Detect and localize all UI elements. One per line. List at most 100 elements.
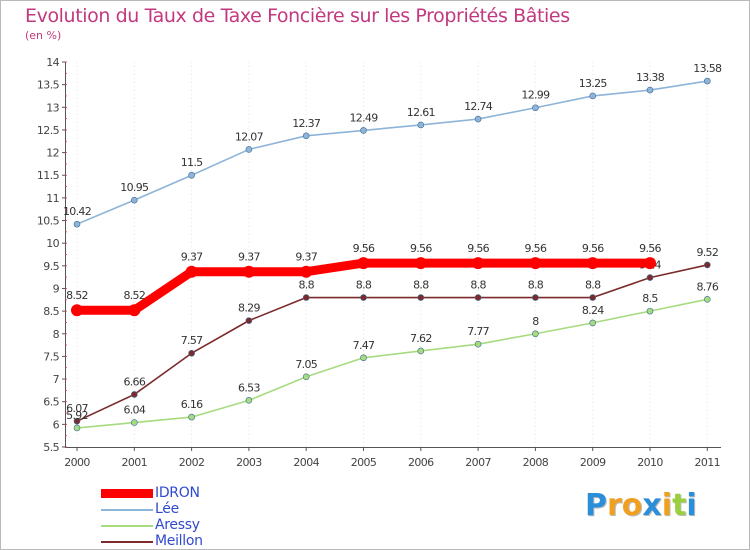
legend-label: IDRON [155, 485, 200, 501]
x-tick-label: 2002 [179, 456, 205, 469]
logo-letter: i [661, 488, 673, 523]
data-label-l-e: 12.61 [407, 106, 435, 119]
y-tick-label: 13 [46, 101, 59, 114]
series-point-aressy [474, 340, 482, 348]
series-point-aressy [589, 319, 597, 327]
legend-swatch [101, 541, 153, 543]
series-point-meillon [73, 417, 81, 425]
series-line-meillon [76, 264, 709, 422]
series-point-aressy [417, 347, 425, 355]
data-label-l-e: 13.38 [636, 71, 665, 84]
data-label-meillon: 9.52 [696, 246, 718, 259]
series-point-aressy [188, 413, 195, 421]
series-point-meillon [703, 261, 711, 269]
data-label-aressy: 5.92 [66, 409, 88, 422]
data-label-idron: 9.56 [525, 242, 547, 255]
data-label-aressy: 6.04 [123, 404, 145, 417]
series-line-aressy [76, 298, 709, 429]
data-label-idron: 9.56 [639, 242, 661, 255]
logo-letter: i [686, 488, 697, 523]
y-tick-label: 8.5 [43, 305, 59, 318]
data-label-idron: 9.37 [295, 251, 317, 264]
data-label-meillon: 8.8 [470, 279, 486, 292]
data-label-idron: 9.37 [238, 251, 260, 264]
data-label-meillon: 8.8 [298, 279, 314, 292]
data-label-idron: 9.37 [181, 251, 203, 264]
data-label-aressy: 7.05 [295, 358, 317, 371]
data-label-l-e: 12.07 [235, 130, 264, 143]
series-point-idron [357, 257, 370, 270]
series-point-l-e [245, 146, 253, 153]
data-label-meillon: 8.8 [585, 279, 601, 292]
data-label-aressy: 8.76 [696, 280, 718, 293]
series-point-idron [529, 257, 542, 270]
data-label-meillon: 7.57 [181, 334, 203, 347]
chart-title: Evolution du Taux de Taxe Foncière sur l… [25, 5, 570, 27]
data-label-aressy: 8.24 [582, 304, 604, 317]
x-tick-label: 2000 [64, 456, 90, 469]
series-point-aressy [131, 419, 138, 426]
data-label-meillon: 6.66 [123, 375, 145, 388]
chart-subtitle: (en %) [25, 29, 62, 42]
data-label-aressy: 7.77 [467, 325, 489, 338]
logo-letter: t [672, 488, 687, 523]
y-tick-label: 11.5 [37, 169, 60, 182]
data-label-l-e: 12.74 [464, 100, 493, 113]
series-point-l-e [532, 104, 539, 112]
series-point-idron [242, 265, 255, 278]
legend-swatch [101, 489, 153, 498]
series-point-meillon [188, 349, 195, 357]
y-tick-label: 11 [46, 192, 59, 205]
series-point-idron [414, 257, 427, 270]
series-point-l-e [360, 127, 367, 134]
series-point-l-e [188, 171, 195, 179]
series-point-l-e [302, 132, 310, 140]
series-line-l-e [76, 80, 709, 225]
series-point-meillon [245, 317, 253, 324]
series-point-meillon [360, 294, 367, 301]
y-tick-label: 8 [53, 328, 60, 341]
data-label-idron: 9.56 [410, 242, 432, 255]
series-point-meillon [646, 274, 654, 281]
series-point-idron [71, 304, 83, 317]
legend-swatch [101, 509, 153, 511]
y-tick-label: 12.5 [37, 124, 60, 137]
x-tick-label: 2010 [637, 456, 663, 469]
data-label-meillon: 8.8 [413, 279, 429, 292]
series-point-idron [472, 257, 485, 270]
series-point-idron [185, 265, 198, 278]
data-label-aressy: 6.53 [238, 381, 260, 394]
series-point-l-e [131, 196, 138, 204]
data-label-meillon: 8.8 [528, 279, 544, 292]
data-label-l-e: 10.95 [120, 181, 149, 194]
data-label-aressy: 8 [532, 315, 539, 328]
series-point-l-e [589, 92, 597, 100]
data-label-aressy: 6.16 [181, 398, 203, 411]
proxiti-logo: Proxiti [585, 488, 697, 523]
y-tick-label: 10.5 [37, 215, 60, 228]
data-label-aressy: 7.62 [410, 332, 432, 345]
data-label-idron: 9.56 [582, 242, 604, 255]
logo-letter: x [642, 488, 662, 523]
data-label-aressy: 7.47 [353, 339, 375, 352]
legend-swatch [101, 525, 153, 527]
y-tick-label: 9.5 [43, 260, 59, 273]
x-tick-label: 2001 [121, 456, 147, 469]
data-label-l-e: 13.25 [579, 77, 608, 90]
series-point-l-e [646, 86, 654, 94]
series-point-idron [586, 257, 599, 270]
data-label-l-e: 12.99 [521, 89, 550, 102]
series-point-idron [644, 257, 656, 270]
data-label-meillon: 6.07 [66, 402, 88, 415]
series-point-aressy [532, 330, 539, 338]
logo-letter: P [585, 488, 607, 523]
series-point-aressy [646, 307, 654, 315]
legend-label: Meillon [155, 533, 203, 549]
data-label-l-e: 13.58 [693, 62, 722, 75]
data-label-l-e: 12.49 [350, 111, 379, 124]
series-point-idron [300, 265, 313, 278]
y-tick-label: 6 [53, 418, 60, 431]
series-point-meillon [417, 294, 425, 301]
